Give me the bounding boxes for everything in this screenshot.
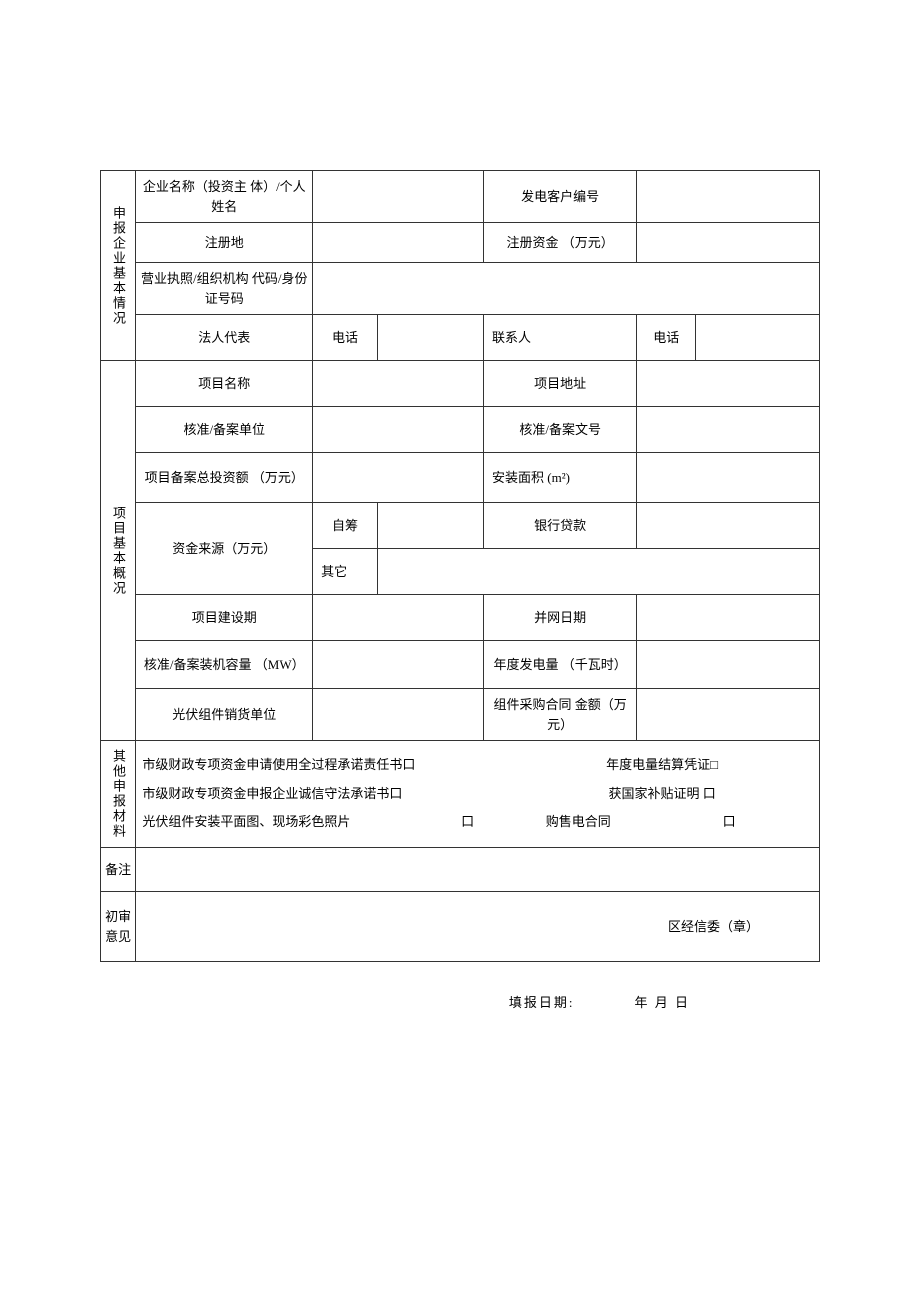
s1-r4-phone2-label: 电话: [637, 315, 696, 361]
s2-r2-right-value[interactable]: [637, 407, 820, 453]
s2-r8-right-value[interactable]: [637, 689, 820, 741]
s1-r4-left-label: 法人代表: [136, 315, 313, 361]
s2-r4-self-value[interactable]: [377, 503, 483, 549]
doc-line3-left[interactable]: 光伏组件安装平面图、现场彩色照片: [142, 808, 424, 837]
s2-r6-right-label: 并网日期: [484, 595, 637, 641]
s2-r8-left-value[interactable]: [313, 689, 484, 741]
s2-r4-loan-value[interactable]: [637, 503, 820, 549]
s2-r6-left-label: 项目建设期: [136, 595, 313, 641]
s2-r4-loan-label: 银行贷款: [484, 503, 637, 549]
s2-r1-left-value[interactable]: [313, 361, 484, 407]
doc-line3-check1[interactable]: 口: [424, 808, 511, 837]
review-label: 初审意见: [101, 892, 136, 962]
fill-date-label: 填报日期: 年 月 日: [100, 992, 820, 1011]
section3-label: 其他申报材料: [101, 741, 136, 848]
remark-value[interactable]: [136, 848, 820, 892]
s1-r2-right-value[interactable]: [637, 223, 820, 263]
remark-label: 备注: [101, 848, 136, 892]
s2-r4-self-label: 自筹: [313, 503, 378, 549]
s1-r2-left-label: 注册地: [136, 223, 313, 263]
s2-r4-left-label: 资金来源（万元）: [136, 503, 313, 595]
s2-r1-right-label: 项目地址: [484, 361, 637, 407]
s2-r3-left-label: 项目备案总投资额 （万元）: [136, 453, 313, 503]
s1-r2-right-label: 注册资金 （万元）: [484, 223, 637, 263]
s2-r6-right-value[interactable]: [637, 595, 820, 641]
s2-r7-left-value[interactable]: [313, 641, 484, 689]
s2-r3-left-value[interactable]: [313, 453, 484, 503]
s2-r6-left-value[interactable]: [313, 595, 484, 641]
s2-r5-other-label: 其它: [313, 549, 378, 595]
doc-line1-right[interactable]: 年度电量结算凭证□: [511, 751, 813, 780]
s1-r4-phone1-label: 电话: [313, 315, 378, 361]
s2-r2-left-value[interactable]: [313, 407, 484, 453]
s1-r1-left-label: 企业名称（投资主 体）/个人姓名: [136, 171, 313, 223]
section3-content: 市级财政专项资金申请使用全过程承诺责任书口 年度电量结算凭证□ 市级财政专项资金…: [136, 741, 820, 848]
s1-r4-phone2-value[interactable]: [696, 315, 820, 361]
s2-r7-left-label: 核准/备案装机容量 （MW）: [136, 641, 313, 689]
s2-r1-left-label: 项目名称: [136, 361, 313, 407]
form-table: 申报企业基本情况 企业名称（投资主 体）/个人姓名 发电客户编号 注册地 注册资…: [100, 170, 820, 962]
section1-label: 申报企业基本情况: [101, 171, 136, 361]
s2-r3-right-label: 安装面积 (m²): [484, 453, 637, 503]
doc-line1-left[interactable]: 市级财政专项资金申请使用全过程承诺责任书口: [142, 751, 511, 780]
s1-r3-left-label: 营业执照/组织机构 代码/身份证号码: [136, 263, 313, 315]
s1-r4-phone1-value[interactable]: [377, 315, 483, 361]
s2-r7-right-value[interactable]: [637, 641, 820, 689]
s2-r8-right-label: 组件采购合同 金额（万元）: [484, 689, 637, 741]
s2-r7-right-label: 年度发电量 （千瓦时）: [484, 641, 637, 689]
s1-r3-value[interactable]: [313, 263, 820, 315]
review-stamp: 区经信委（章）: [136, 892, 820, 962]
section2-label: 项目基本概况: [101, 361, 136, 741]
s1-r1-right-value[interactable]: [637, 171, 820, 223]
s2-r5-other-value[interactable]: [377, 549, 819, 595]
s2-r1-right-value[interactable]: [637, 361, 820, 407]
doc-line2-left[interactable]: 市级财政专项资金申报企业诚信守法承诺书口: [142, 780, 511, 809]
s2-r2-right-label: 核准/备案文号: [484, 407, 637, 453]
s2-r8-left-label: 光伏组件销货单位: [136, 689, 313, 741]
s1-r2-left-value[interactable]: [313, 223, 484, 263]
s2-r2-left-label: 核准/备案单位: [136, 407, 313, 453]
s1-r4-contact-label: 联系人: [484, 315, 637, 361]
s1-r1-left-value[interactable]: [313, 171, 484, 223]
s2-r3-right-value[interactable]: [637, 453, 820, 503]
doc-line3-right[interactable]: 购售电合同: [511, 808, 645, 837]
doc-line3-check2[interactable]: 口: [645, 808, 813, 837]
doc-line2-right[interactable]: 获国家补贴证明 口: [511, 780, 813, 809]
s1-r1-right-label: 发电客户编号: [484, 171, 637, 223]
